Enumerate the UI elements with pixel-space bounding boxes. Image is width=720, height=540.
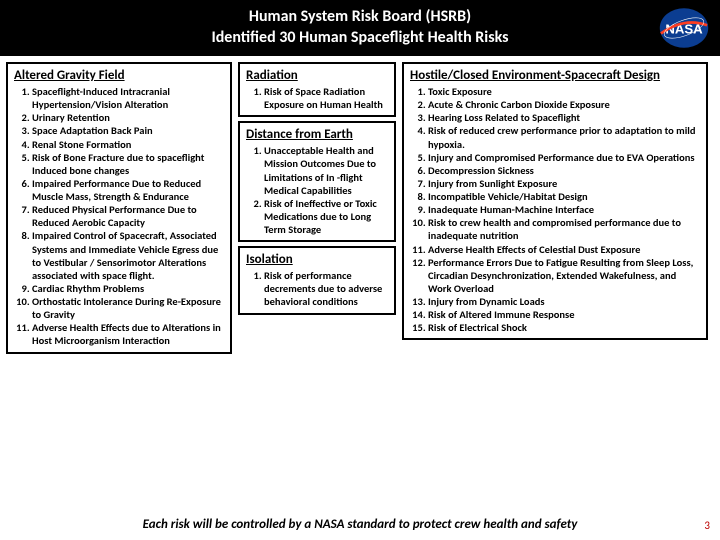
list-item: Injury and Compromised Performance due t…: [428, 151, 700, 164]
list-item: Impaired Performance Due to Reduced Musc…: [32, 177, 224, 203]
list-item: Risk to crew health and compromised perf…: [428, 216, 700, 242]
header-line2: Identified 30 Human Spaceflight Health R…: [211, 28, 508, 49]
list-item: Decompression Sickness: [428, 164, 700, 177]
list-item: Acute & Chronic Carbon Dioxide Exposure: [428, 98, 700, 111]
list-item: Incompatible Vehicle/Habitat Design: [428, 190, 700, 203]
box-distance: Distance from Earth Unacceptable Health …: [238, 121, 396, 242]
column-3: Hostile/Closed Environment-Spacecraft De…: [402, 62, 708, 354]
list-item: Risk of Ineffective or Toxic Medications…: [264, 197, 388, 236]
content-area: Altered Gravity Field Spaceflight-Induce…: [0, 56, 720, 360]
list-item: Toxic Exposure: [428, 85, 700, 98]
list-item: Adverse Health Effects due to Alteration…: [32, 321, 224, 347]
nasa-logo-icon: NASA: [656, 6, 712, 50]
column-1: Altered Gravity Field Spaceflight-Induce…: [6, 62, 232, 354]
box-title-radiation: Radiation: [246, 68, 388, 83]
page-number: 3: [704, 519, 710, 532]
footer-text: Each risk will be controlled by a NASA s…: [0, 517, 720, 532]
list-item: Injury from Dynamic Loads: [428, 295, 700, 308]
list-item: Space Adaptation Back Pain: [32, 124, 224, 137]
list-item: Injury from Sunlight Exposure: [428, 177, 700, 190]
column-2: Radiation Risk of Space Radiation Exposu…: [238, 62, 396, 354]
list-altered-gravity: Spaceflight-Induced Intracranial Hyperte…: [14, 85, 224, 348]
list-item: Risk of Space Radiation Exposure on Huma…: [264, 85, 388, 111]
list-item: Performance Errors Due to Fatigue Result…: [428, 256, 700, 295]
box-altered-gravity: Altered Gravity Field Spaceflight-Induce…: [6, 62, 232, 354]
list-item: Risk of performance decrements due to ad…: [264, 269, 388, 308]
list-item: Hearing Loss Related to Spaceflight: [428, 111, 700, 124]
list-item: Renal Stone Formation: [32, 138, 224, 151]
list-item: Inadequate Human-Machine Interface: [428, 203, 700, 216]
list-isolation: Risk of performance decrements due to ad…: [246, 269, 388, 308]
list-item: Urinary Retention: [32, 111, 224, 124]
box-radiation: Radiation Risk of Space Radiation Exposu…: [238, 62, 396, 117]
list-item: Orthostatic Intolerance During Re-Exposu…: [32, 295, 224, 321]
list-item: Unacceptable Health and Mission Outcomes…: [264, 144, 388, 197]
list-item: Spaceflight-Induced Intracranial Hyperte…: [32, 85, 224, 111]
list-item: Risk of Bone Fracture due to spaceflight…: [32, 151, 224, 177]
box-title-distance: Distance from Earth: [246, 127, 388, 142]
box-title-hostile-env: Hostile/Closed Environment-Spacecraft De…: [410, 68, 700, 83]
list-item: Impaired Control of Spacecraft, Associat…: [32, 229, 224, 282]
list-hostile-env: Toxic ExposureAcute & Chronic Carbon Dio…: [410, 85, 700, 334]
list-item: Risk of Altered Immune Response: [428, 308, 700, 321]
box-title-isolation: Isolation: [246, 252, 388, 267]
list-item: Reduced Physical Performance Due to Redu…: [32, 203, 224, 229]
box-isolation: Isolation Risk of performance decrements…: [238, 246, 396, 314]
list-item: Risk of Electrical Shock: [428, 321, 700, 334]
header-title: Human System Risk Board (HSRB) Identifie…: [211, 7, 508, 49]
box-hostile-env: Hostile/Closed Environment-Spacecraft De…: [402, 62, 708, 340]
list-distance: Unacceptable Health and Mission Outcomes…: [246, 144, 388, 236]
header-line1: Human System Risk Board (HSRB): [211, 7, 508, 28]
list-item: Cardiac Rhythm Problems: [32, 282, 224, 295]
list-radiation: Risk of Space Radiation Exposure on Huma…: [246, 85, 388, 111]
header-bar: Human System Risk Board (HSRB) Identifie…: [0, 0, 720, 56]
list-item: Adverse Health Effects of Celestial Dust…: [428, 243, 700, 256]
list-item: Risk of reduced crew performance prior t…: [428, 124, 700, 150]
box-title-altered-gravity: Altered Gravity Field: [14, 68, 224, 83]
